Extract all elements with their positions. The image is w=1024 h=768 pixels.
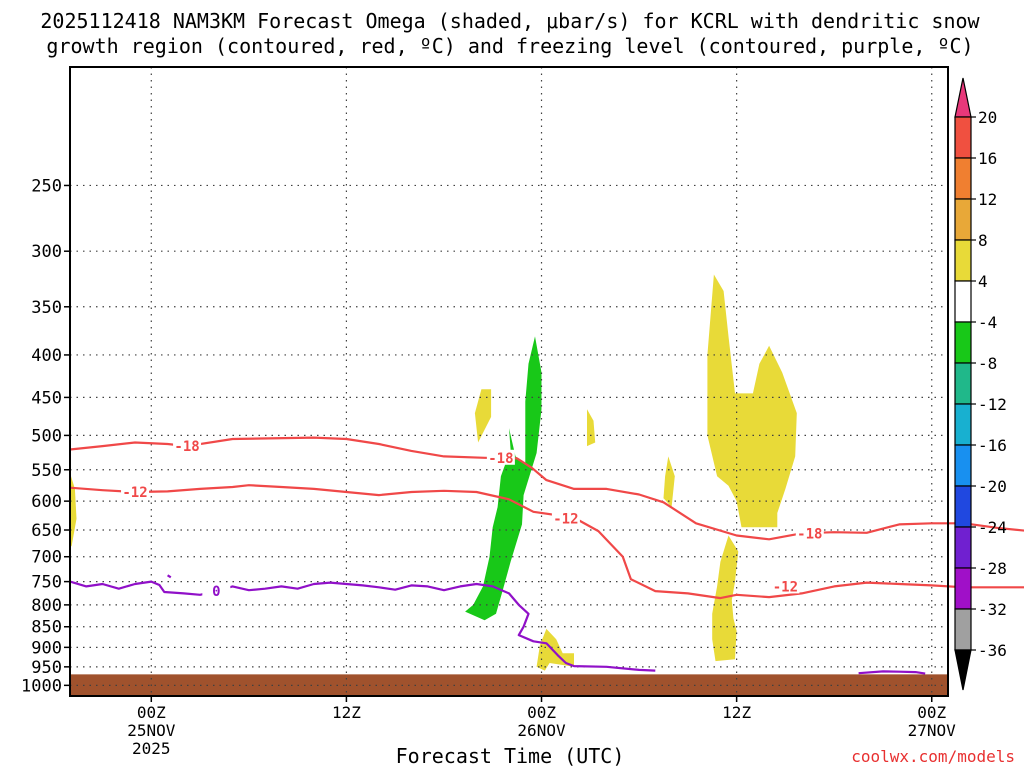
colorbar-swatch-12 [954,567,972,610]
y-tick-label-650: 650 [31,521,62,541]
colorbar-label-5: -4 [978,313,997,332]
colorbar-label-0: 20 [978,108,997,127]
omega-region-yellow-lower [536,628,574,671]
y-tick-label-600: 600 [31,492,62,512]
y-tick-label-250: 250 [31,176,62,196]
colorbar-swatch-13 [954,608,972,651]
x-tick-label-36: 12Z [722,703,751,722]
colorbar-label-2: 12 [978,190,997,209]
contour-freezing-level-dot [167,574,172,579]
colorbar-bottom-arrow [954,649,972,691]
colorbar-label-12: -32 [978,600,1007,619]
x-tick-date-0: 25NOV [127,721,176,740]
colorbar-label-8: -16 [978,436,1007,455]
colorbar-label-6: -8 [978,354,997,373]
omega-region-yellow-big-upper [707,274,797,528]
x-tick-date-48: 27NOV [908,721,957,740]
omega-region-yellow-500 [587,409,596,447]
colorbar-swatch-8 [954,403,972,446]
contour-layer: -18 -18 -18 -12 -12 -12 0 [69,436,1024,675]
contour-label-dgz-bottom-minus-12-2: -12 [773,579,798,595]
omega-region-yellow-edge [70,473,77,547]
contour-label-dgz-top-minus-18-0: -18 [174,439,199,455]
y-tick-label-550: 550 [31,461,62,481]
credit-text: coolwx.com/models [851,747,1015,766]
chart-title-line1: 2025112418 NAM3KM Forecast Omega (shaded… [40,9,980,33]
contour-label-freezing-level-0-0: 0 [212,584,220,600]
contour-label-bg [771,578,800,594]
colorbar-swatch-1 [954,116,972,159]
contour-label-bg [121,484,150,500]
x-tick-label-0: 00Z [137,703,166,722]
colorbar-label-9: -20 [978,477,1007,496]
y-tick-label-350: 350 [31,298,62,318]
colorbar-label-13: -36 [978,641,1007,660]
terrain-fill [70,674,948,696]
omega-region-green-main [465,336,542,621]
y-tick-label-950: 950 [31,658,62,678]
y-tick-label-400: 400 [31,346,62,366]
y-tick-label-1000: 1000 [21,676,62,696]
contour-freezing-level-0-east [858,670,926,675]
colorbar: 20 16 12 8 4 -4 -8 -12 -16 -20 -24 -28 -32 -36 [954,77,1007,691]
plot-area: -18 -18 -18 -12 -12 -12 0 [69,66,1024,697]
colorbar-swatch-3 [954,198,972,241]
grid-layer [70,67,948,696]
y-tick-label-500: 500 [31,426,62,446]
contour-dgz-top-minus-18 [69,436,1024,541]
x-tick-year-0: 2025 [132,739,171,758]
contour-label-dgz-bottom-minus-12-1: -12 [553,512,578,528]
y-tick-label-850: 850 [31,618,62,638]
x-tick-label-24: 00Z [527,703,556,722]
colorbar-swatch-9 [954,444,972,487]
contour-label-dgz-top-minus-18-1: -18 [488,451,513,467]
contour-label-bg [486,449,515,465]
colorbar-swatch-11 [954,526,972,569]
colorbar-swatch-10 [954,485,972,528]
colorbar-swatch-6 [954,321,972,364]
contour-label-dgz-top-minus-18-2: -18 [797,526,822,542]
colorbar-swatch-4 [954,239,972,282]
y-tick-label-450: 450 [31,388,62,408]
y-tick-label-900: 900 [31,638,62,658]
colorbar-label-10: -24 [978,518,1007,537]
x-axis-title: Forecast Time (UTC) [396,744,625,768]
y-tick-label-300: 300 [31,242,62,262]
contour-label-dgz-bottom-minus-12-0: -12 [122,485,147,501]
omega-region-yellow-580 [663,456,675,508]
chart-title-line2: growth region (contoured, red, ºC) and f… [46,34,973,58]
x-tick-label-48: 00Z [917,703,946,722]
y-tick-label-800: 800 [31,596,62,616]
colorbar-top-arrow [954,77,972,118]
colorbar-label-11: -28 [978,559,1007,578]
omega-region-yellow-425 [474,389,492,443]
plot-frame [69,66,949,697]
omega-region-yellow-big-lower [712,535,739,662]
colorbar-swatch-2 [954,157,972,200]
colorbar-label-3: 8 [978,231,988,250]
contour-freezing-level-0 [69,580,656,672]
y-tick-label-700: 700 [31,548,62,568]
x-tick-label-12: 12Z [332,703,361,722]
x-tick-date-24: 26NOV [517,721,566,740]
y-axis: 2503003504004505005506006507007508008509… [21,176,70,696]
contour-label-bg [173,438,202,454]
plot-background [70,67,948,696]
colorbar-swatch-7 [954,362,972,405]
colorbar-swatch-5 [954,280,972,323]
contour-label-bg [795,525,824,541]
colorbar-label-4: 4 [978,272,988,291]
y-tick-label-750: 750 [31,573,62,593]
colorbar-label-7: -12 [978,395,1007,414]
contour-label-bg [202,583,231,599]
colorbar-label-1: 16 [978,149,997,168]
omega-shading-layer [70,274,797,671]
contour-label-bg [551,510,580,526]
